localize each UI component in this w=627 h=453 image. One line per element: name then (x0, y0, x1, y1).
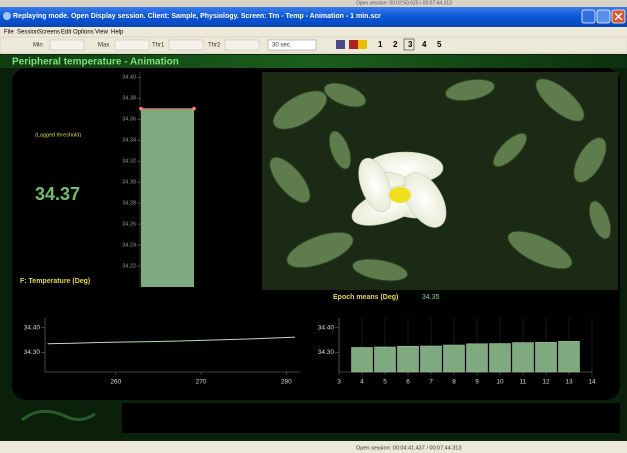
record-button[interactable] (349, 40, 358, 49)
y-tick-label: 34.40 (318, 325, 335, 332)
x-tick-label: 9 (475, 379, 479, 386)
status-text: Open session: 00:04:41.437 / 00:07:44.31… (356, 445, 462, 451)
x-tick-label: 4 (360, 379, 364, 386)
y-tick-label: 34.30 (24, 349, 41, 356)
x-tick-label: 10 (496, 379, 504, 386)
current-value: 34.35 (422, 294, 440, 301)
screen-button[interactable]: 1 (378, 40, 383, 49)
toolbar-items: Min Max Thr1 Thr2 30 sec. 1 2 3 4 5 (33, 38, 442, 51)
bar (420, 345, 442, 373)
field-label: Max (98, 43, 109, 49)
field-label: Thr2 (208, 43, 221, 49)
y-tick-label: 34.26 (122, 222, 136, 228)
y-tick-label: 34.36 (122, 117, 136, 123)
field-input[interactable] (114, 39, 150, 51)
menu: File Session Screens Edit Options View Help (4, 30, 124, 36)
bar (558, 341, 580, 373)
x-tick-label: 8 (452, 379, 456, 386)
menu-item[interactable]: Screens (38, 30, 60, 36)
y-tick-label: 34.30 (318, 349, 335, 356)
bar (351, 347, 373, 373)
screen-header: Peripheral temperature - Animation (12, 57, 179, 68)
x-tick-label: 11 (520, 379, 527, 386)
menu-item[interactable]: View (95, 30, 109, 36)
pause-button[interactable] (358, 40, 367, 49)
bar (512, 342, 534, 373)
header-bar (0, 55, 627, 68)
close-icon (614, 12, 623, 21)
x-tick-label: 5 (383, 379, 387, 386)
x-tick-label: 7 (429, 379, 433, 386)
flower-center (389, 187, 411, 203)
leaves (269, 78, 612, 282)
screen-button[interactable]: 4 (422, 40, 427, 49)
menu-item[interactable]: Edit (61, 30, 72, 36)
chart-title: F: Temperature (Deg) (20, 278, 90, 285)
y-tick-label: 34.34 (122, 138, 136, 144)
x-tick-label: 260 (110, 379, 121, 386)
annotation: (Lagged threshold) (35, 132, 81, 138)
x-tick-label: 270 (196, 379, 207, 386)
maximize-button[interactable] (596, 9, 611, 24)
screen-button[interactable]: 3 (408, 40, 413, 49)
interval-select[interactable] (267, 39, 317, 51)
charts: 34.22 34.24 34.26 34.28 34.30 34.32 34.34 34.36… (20, 72, 596, 386)
minimize-button[interactable] (581, 9, 596, 24)
field-input[interactable] (49, 39, 85, 51)
menu-bar (0, 27, 627, 37)
bar (141, 108, 194, 288)
interval-value: 30 sec. (272, 43, 292, 49)
logo (21, 409, 96, 422)
threshold-handle (192, 106, 196, 111)
flower-photo (262, 72, 618, 290)
menu-item[interactable]: Options (73, 30, 94, 36)
x-tick-label: 6 (406, 379, 410, 386)
x-tick-label: 12 (542, 379, 550, 386)
x-tick-label: 3 (337, 379, 341, 386)
y-tick-label: 34.40 (122, 75, 136, 81)
field-label: Min (33, 43, 43, 49)
bar (443, 344, 465, 373)
top-strip (0, 0, 627, 7)
screen-button[interactable]: 5 (437, 40, 442, 49)
chart-title: Epoch means (Deg) (333, 294, 398, 301)
bar (374, 346, 396, 373)
y-tick-label: 34.30 (122, 180, 136, 186)
x-tick-label: 280 (281, 379, 292, 386)
bar (397, 345, 419, 373)
menu-item[interactable]: Help (111, 30, 124, 36)
title-bar (0, 7, 627, 27)
y-tick-label: 34.22 (122, 263, 136, 269)
status-bar (0, 441, 627, 453)
y-tick-label: 34.32 (122, 159, 136, 165)
bar (535, 342, 557, 373)
y-tick-label: 34.38 (122, 96, 136, 102)
screen-button[interactable]: 2 (393, 40, 398, 49)
menu-item[interactable]: Session (17, 30, 38, 36)
line-series (47, 336, 295, 345)
window-title: Replaying mode. Open Display session. Cl… (13, 13, 381, 20)
bar (466, 343, 488, 373)
screen-selected (403, 38, 415, 51)
field-input[interactable] (168, 39, 204, 51)
field-label: Thr1 (152, 43, 165, 49)
bar (489, 343, 511, 373)
y-tick-label: 34.24 (122, 243, 136, 249)
field-input[interactable] (224, 39, 260, 51)
y-tick-label: 34.28 (122, 201, 136, 207)
x-tick-label: 14 (588, 379, 596, 386)
app-icon (3, 12, 11, 20)
menu-item[interactable]: File (4, 30, 14, 36)
view-button[interactable] (336, 40, 345, 49)
message-box (122, 403, 620, 433)
top-status: Open session: 00:02:50.625 / 00:07:44.31… (356, 0, 452, 6)
value-label: 34.37 (35, 184, 80, 204)
x-tick-label: 13 (565, 379, 573, 386)
y-tick-label: 34.40 (24, 325, 41, 332)
threshold-handle (139, 106, 143, 111)
